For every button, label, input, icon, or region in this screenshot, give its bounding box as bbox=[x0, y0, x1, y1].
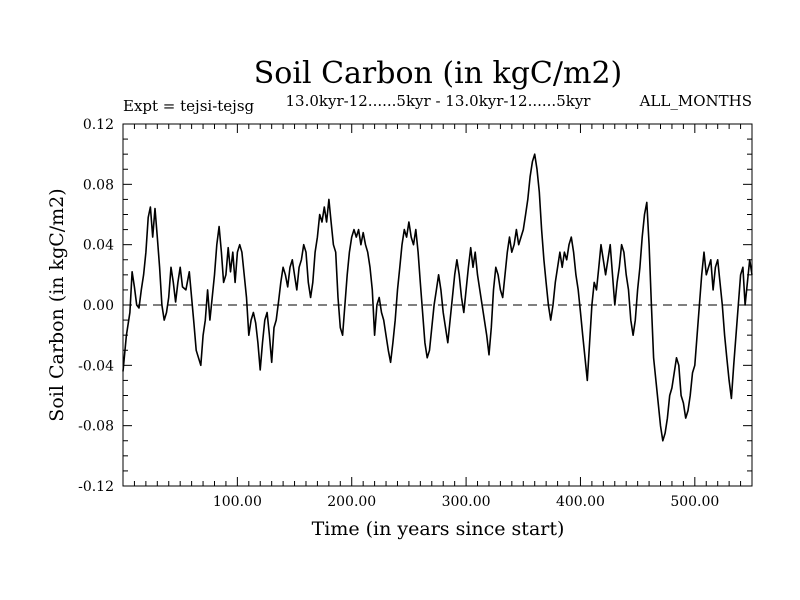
series-line-soil-carbon bbox=[122, 153, 753, 442]
y-axis-label: Soil Carbon (in kgC/m2) bbox=[46, 188, 68, 421]
chart-title: Soil Carbon (in kgC/m2) bbox=[254, 56, 622, 91]
y-axis-ticks: -0.12 -0.08 -0.04 0.00 0.04 0.08 0.12 bbox=[78, 117, 752, 495]
plot-frame bbox=[122, 123, 753, 487]
y-tick-label: 0.08 bbox=[83, 177, 114, 193]
y-tick-label: 0.12 bbox=[83, 117, 114, 133]
x-tick-label: 500.00 bbox=[670, 494, 719, 510]
chart-subtitle: 13.0kyr-12......5kyr - 13.0kyr-12......5… bbox=[286, 92, 592, 110]
x-tick-label: 100.00 bbox=[213, 494, 262, 510]
y-tick-label: -0.08 bbox=[78, 419, 114, 435]
x-tick-label: 400.00 bbox=[556, 494, 605, 510]
y-tick-label: 0.04 bbox=[83, 238, 114, 254]
y-tick-label: -0.04 bbox=[78, 358, 114, 374]
experiment-label: Expt = tejsi-tejsg bbox=[123, 97, 255, 115]
x-tick-label: 300.00 bbox=[442, 494, 491, 510]
months-label: ALL_MONTHS bbox=[639, 92, 752, 110]
y-tick-label: 0.00 bbox=[83, 298, 114, 314]
y-tick-label: -0.12 bbox=[78, 479, 114, 495]
x-axis-ticks: 100.00 200.00 300.00 400.00 500.00 bbox=[133, 124, 742, 510]
x-axis-label: Time (in years since start) bbox=[312, 518, 565, 540]
x-tick-label: 200.00 bbox=[327, 494, 376, 510]
